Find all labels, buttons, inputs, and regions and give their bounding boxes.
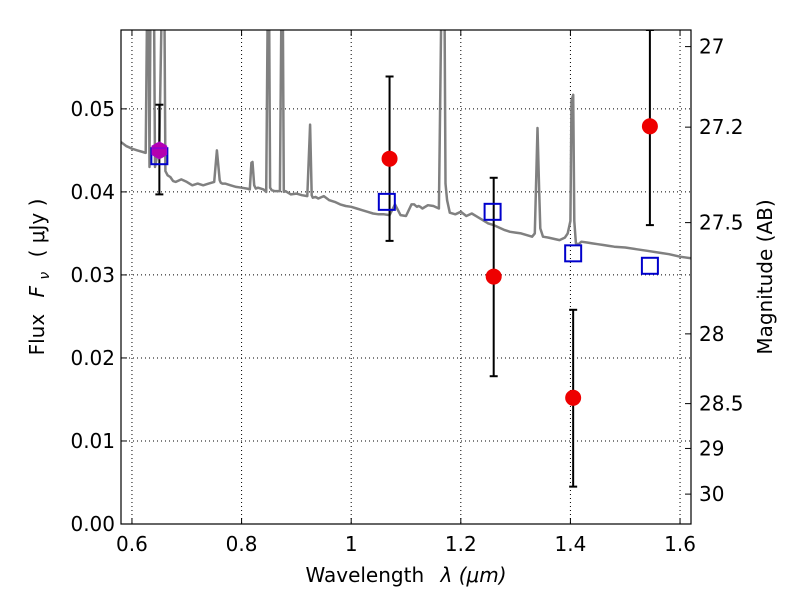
y2-tick-label: 27.2 [699, 115, 744, 139]
y-axis-title-subscript: ν [37, 272, 53, 280]
x-tick-label: 0.6 [116, 532, 148, 556]
spectrum-layer [121, 30, 691, 260]
x-axis-title: Wavelength λ (μm) [305, 563, 506, 587]
y-tick-label: 0.03 [70, 263, 115, 287]
axis-ticks: 0.6 0.8 1 1.2 1.4 1.6 0.00 0.01 0.02 0.03 0.04 0.05… [70, 30, 744, 556]
data-point-observed [485, 268, 502, 285]
x-axis-title-symbol: λ (μm) [440, 563, 507, 587]
spectrum-line [121, 30, 691, 260]
y2-axis-title: Magnitude (AB) [753, 199, 777, 354]
x-axis-title-main: Wavelength [305, 563, 424, 587]
data-point-observed [565, 389, 582, 406]
x-tick-label: 0.8 [226, 532, 258, 556]
plot-frame [120, 29, 692, 525]
data-point-model [564, 244, 583, 263]
data-point-highlight [151, 141, 168, 160]
x-tick-label: 1.4 [555, 532, 587, 556]
y2-tick-label: 30 [699, 482, 724, 506]
y-tick-label: 0.01 [70, 429, 115, 453]
y-axis-title: Flux F ν ( μJy ) [25, 199, 54, 356]
x-tick-label: 1.2 [445, 532, 477, 556]
y-axis-title-units: ( μJy ) [25, 199, 49, 258]
y-axis-title-symbol: F [25, 285, 49, 297]
x-tick-label: 1.6 [664, 532, 696, 556]
y2-tick-label: 28.5 [699, 392, 744, 416]
y-tick-label: 0.05 [70, 97, 115, 121]
y-axis-title-main: Flux [25, 314, 49, 356]
data-point-model [483, 202, 502, 221]
y2-tick-label: 28 [699, 322, 724, 346]
y2-tick-label: 29 [699, 436, 724, 460]
y2-tick-label: 27 [699, 35, 724, 59]
data-point-observed [381, 150, 398, 167]
y-tick-label: 0.00 [70, 512, 115, 536]
y-tick-label: 0.04 [70, 180, 115, 204]
data-point-observed [641, 118, 658, 135]
y2-tick-label: 27.5 [699, 211, 744, 235]
y-tick-label: 0.02 [70, 346, 115, 370]
marker-layer [150, 118, 659, 406]
data-point-model [640, 256, 659, 275]
data-point-model [377, 192, 396, 211]
x-tick-label: 1 [345, 532, 358, 556]
